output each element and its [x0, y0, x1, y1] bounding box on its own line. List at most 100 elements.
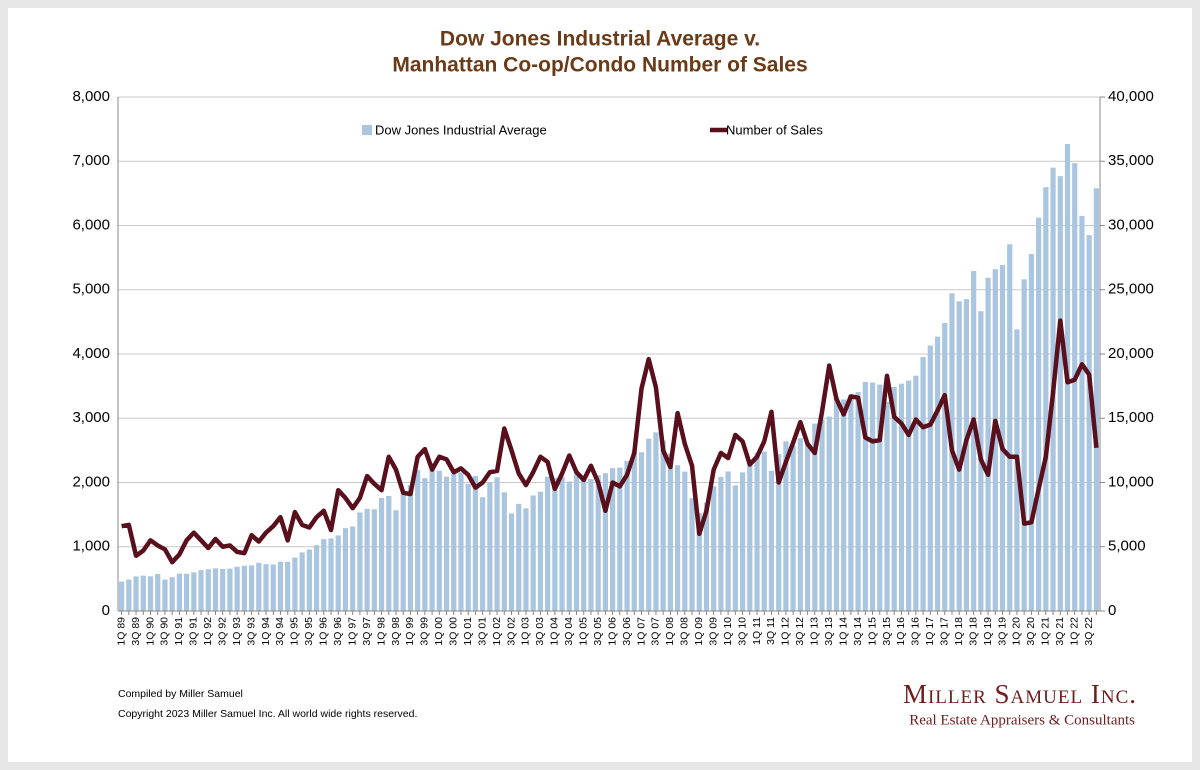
- bar: [443, 476, 450, 611]
- bar: [407, 485, 414, 611]
- x-tick-label: 3Q 92: [216, 617, 228, 646]
- bar: [725, 471, 731, 611]
- x-tick-label: 3Q 08: [679, 617, 691, 646]
- bar: [436, 470, 442, 611]
- bar: [162, 579, 168, 611]
- x-tick-label: 1Q 04: [549, 617, 561, 646]
- bar: [458, 472, 464, 611]
- bar: [985, 277, 991, 611]
- bar: [566, 481, 572, 611]
- x-tick-label: 1Q 05: [578, 617, 590, 646]
- bar: [133, 576, 139, 611]
- bar: [739, 472, 746, 611]
- x-tick-label: 3Q 20: [1025, 617, 1037, 646]
- x-tick-label: 3Q 19: [996, 617, 1008, 646]
- bar: [624, 460, 630, 611]
- y2-tick-label: 10,000: [1108, 473, 1154, 490]
- x-tick-label: 3Q 89: [130, 617, 142, 646]
- bar: [761, 451, 767, 611]
- bar: [292, 557, 298, 611]
- bar: [227, 568, 233, 611]
- bar: [689, 498, 695, 611]
- x-tick-label: 3Q 14: [852, 617, 864, 646]
- x-tick-label: 1Q 14: [837, 617, 849, 646]
- bar: [516, 503, 522, 611]
- brand-tagline: Real Estate Appraisers & Consultants: [909, 712, 1135, 728]
- bar: [400, 493, 406, 611]
- bar: [393, 510, 399, 611]
- x-tick-label: 3Q 96: [332, 617, 344, 646]
- bar: [1093, 188, 1099, 612]
- bar: [415, 470, 421, 611]
- bar: [241, 565, 247, 611]
- x-tick-label: 1Q 07: [635, 617, 647, 646]
- bar: [559, 476, 565, 611]
- y-tick-label: 6,000: [72, 216, 110, 233]
- brand-name: Miller Samuel Inc.: [903, 679, 1137, 709]
- bar: [1021, 279, 1027, 611]
- x-tick-label: 3Q 97: [361, 617, 373, 646]
- x-tick-label: 1Q 02: [491, 617, 503, 646]
- x-tick-label: 1Q 09: [693, 617, 705, 646]
- legend-label: Dow Jones Industrial Average: [375, 122, 547, 137]
- x-tick-label: 3Q 21: [1054, 617, 1066, 646]
- bar: [992, 269, 998, 611]
- x-tick-label: 1Q 17: [924, 617, 936, 646]
- x-tick-label: 1Q 11: [751, 617, 763, 645]
- bar: [631, 450, 637, 611]
- bar: [465, 484, 471, 611]
- x-tick-label: 3Q 91: [188, 617, 200, 646]
- bar: [1086, 235, 1092, 611]
- bar: [523, 508, 529, 611]
- y-tick-label: 1,000: [72, 538, 110, 555]
- bar: [732, 485, 738, 611]
- bar: [667, 453, 673, 611]
- y2-tick-label: 40,000: [1108, 88, 1154, 105]
- x-tick-label: 1Q 08: [664, 617, 676, 646]
- bar: [234, 566, 240, 611]
- bar: [696, 513, 702, 611]
- bar: [335, 535, 341, 611]
- bar: [256, 562, 262, 611]
- bar: [371, 509, 377, 611]
- bar: [588, 479, 594, 611]
- bar: [790, 445, 796, 611]
- x-tick-label: 3Q 93: [245, 617, 257, 646]
- y2-tick-label: 15,000: [1108, 409, 1154, 426]
- bar: [653, 432, 659, 611]
- bar: [501, 492, 507, 611]
- y-tick-label: 8,000: [72, 88, 110, 105]
- bar: [299, 552, 305, 611]
- bar: [833, 397, 840, 611]
- x-tick-label: 1Q 19: [982, 617, 994, 646]
- bar: [906, 380, 912, 611]
- x-tick-label: 3Q 22: [1083, 617, 1095, 646]
- note: Copyright 2023 Miller Samuel Inc. All wo…: [118, 708, 417, 720]
- x-tick-label: 3Q 90: [159, 617, 171, 646]
- bar: [147, 576, 154, 611]
- bar: [682, 471, 688, 611]
- bar: [306, 549, 312, 611]
- bar: [530, 495, 536, 611]
- legend-swatch: [362, 125, 372, 135]
- x-tick-label: 1Q 16: [895, 617, 907, 646]
- bar: [776, 453, 782, 611]
- line: [121, 318, 1099, 565]
- bar: [898, 383, 905, 611]
- x-tick-label: 3Q 00: [448, 617, 460, 646]
- bar: [191, 572, 197, 611]
- x-tick-label: 1Q 89: [115, 617, 127, 646]
- bar: [754, 452, 760, 611]
- bar: [1028, 254, 1035, 612]
- bar: [841, 399, 847, 611]
- bar: [891, 387, 897, 611]
- x-tick-label: 1Q 91: [173, 617, 185, 646]
- bar: [537, 491, 544, 611]
- bar: [350, 526, 356, 611]
- bar: [277, 561, 284, 611]
- bar: [508, 513, 515, 611]
- bar: [552, 477, 558, 611]
- bar: [451, 474, 457, 611]
- y-tick-label: 4,000: [72, 345, 110, 362]
- bar: [422, 478, 428, 611]
